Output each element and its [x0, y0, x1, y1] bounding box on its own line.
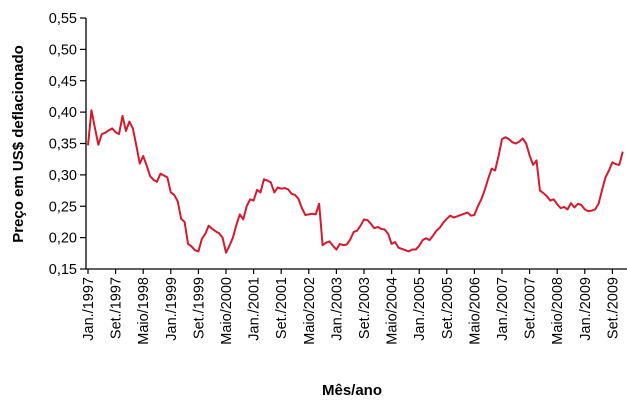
y-tick-label: 0,50: [49, 42, 77, 58]
x-tick-label: Jan./1997: [81, 277, 97, 341]
y-tick-label: 0,55: [49, 11, 77, 27]
x-tick-label: Maio/2008: [550, 277, 566, 345]
y-tick-label: 0,40: [49, 105, 77, 121]
x-tick-label: Jan./2009: [578, 277, 594, 341]
y-tick-label: 0,35: [49, 137, 77, 153]
x-tick-label: Jan./2007: [495, 277, 511, 341]
plot-area: [87, 109, 624, 254]
y-tick-label: 0,20: [49, 231, 77, 247]
x-tick-label: Maio/2002: [302, 277, 318, 345]
x-tick-label: Set./2007: [523, 277, 539, 339]
x-tick-label: Jan./1999: [164, 277, 180, 341]
x-tick-label: Set./1999: [191, 277, 207, 339]
price-series-line: [87, 109, 624, 254]
x-tick-label: Set./1997: [109, 277, 125, 339]
x-tick-label: Set./2005: [440, 277, 456, 339]
x-tick-label: Jan./2005: [412, 277, 428, 341]
x-tick-label: Maio/1998: [136, 277, 152, 345]
x-tick-label: Jan./2003: [329, 277, 345, 341]
y-axis-title: Preço em US$ deflacionado: [10, 45, 27, 243]
y-tick-label: 0,45: [49, 74, 77, 90]
x-axis-title: Mês/ano: [322, 382, 382, 399]
x-tick-label: Maio/2004: [385, 277, 401, 345]
x-tick-label: Set./2003: [357, 277, 373, 339]
y-tick-label: 0,25: [49, 199, 77, 215]
x-tick-label: Set./2001: [274, 277, 290, 339]
x-tick-label: Set./2009: [605, 277, 621, 339]
x-axis-ticks: Jan./1997 Set./1997 Maio/1998 Jan./1999 Set.…: [81, 269, 621, 345]
x-tick-label: Maio/2006: [467, 277, 483, 345]
y-axis-ticks: 0,15 0,20 0,25 0,30 0,35 0,40 0,45 0,50 0,55: [49, 11, 86, 278]
x-tick-label: Jan./2001: [247, 277, 263, 341]
y-tick-label: 0,15: [49, 262, 77, 278]
x-tick-label: Maio/2000: [219, 277, 235, 345]
y-tick-label: 0,30: [49, 168, 77, 184]
